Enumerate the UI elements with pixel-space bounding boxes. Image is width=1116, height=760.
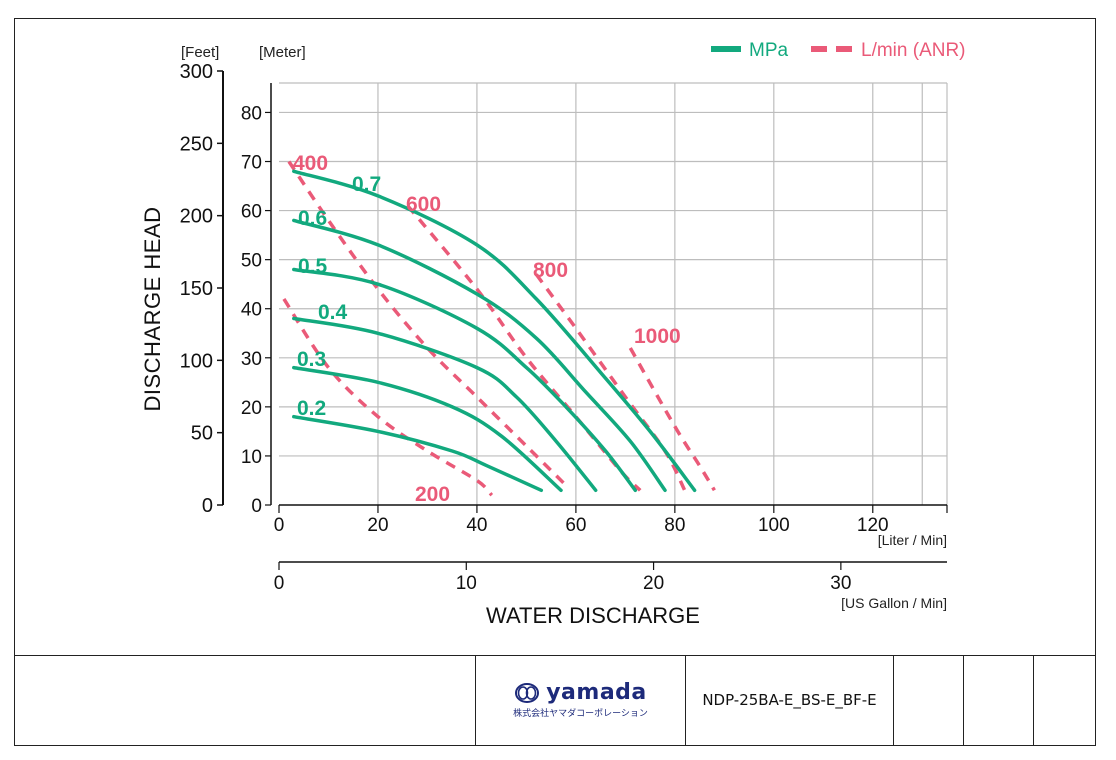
pressure-line-0.3 — [292, 365, 563, 493]
air-consumption-line-800 — [534, 273, 687, 492]
pressure-label-0.5: 0.5 — [298, 255, 328, 278]
title-block-empty-cell — [15, 656, 475, 745]
air-label-400: 400 — [293, 152, 328, 175]
liter-tick-label: 60 — [565, 515, 586, 536]
legend-lmin-label: L/min (ANR) — [861, 40, 966, 61]
air-label-1000: 1000 — [634, 325, 681, 348]
pressure-label-0.2: 0.2 — [297, 397, 326, 420]
brand-subtitle: 株式会社ヤマダコーポレーション — [513, 709, 648, 719]
document-number: NDP-25BA-E_BS-E_BF-E — [702, 690, 877, 709]
feet-tick-label: 200 — [180, 206, 213, 228]
feet-tick-label: 300 — [180, 61, 213, 83]
meter-tick-label: 40 — [241, 300, 262, 321]
pressure-line-0.2 — [292, 414, 544, 493]
meter-tick-label: 20 — [241, 398, 262, 419]
pump-performance-chart: 01020304050607080050100150200250300[Feet… — [140, 40, 966, 628]
liter-tick-label: 120 — [857, 515, 889, 536]
liter-tick-label: 40 — [466, 515, 487, 536]
meter-tick-label: 50 — [241, 251, 262, 272]
legend-mpa-label: MPa — [749, 40, 789, 61]
liter-unit-label: [Liter / Min] — [878, 532, 947, 548]
pressure-line-0.7 — [292, 169, 697, 493]
feet-tick-label: 250 — [180, 133, 213, 155]
gallon-unit-label: [US Gallon / Min] — [841, 595, 947, 611]
air-label-200: 200 — [415, 483, 450, 506]
air-consumption-line-200 — [282, 297, 494, 497]
feet-tick-label: 50 — [191, 423, 213, 445]
meter-tick-label: 10 — [241, 447, 262, 468]
liter-tick-label: 20 — [367, 515, 388, 536]
x-axis-title: WATER DISCHARGE — [486, 603, 700, 628]
liter-tick-label: 0 — [274, 515, 285, 536]
air-label-600: 600 — [406, 193, 441, 216]
chart-frame: 0 10 20 30 40 50 60 70 80 0 50 100 150 200 250 300 [Feet… — [14, 18, 1096, 746]
liter-tick-label: 80 — [664, 515, 685, 536]
air-label-800: 800 — [533, 259, 568, 282]
title-block-cell-b — [963, 656, 1033, 745]
pressure-label-0.3: 0.3 — [297, 348, 326, 371]
feet-tick-label: 0 — [202, 495, 213, 517]
liter-tick-label: 100 — [758, 515, 790, 536]
feet-tick-label: 100 — [180, 350, 213, 372]
title-block: yamada 株式会社ヤマダコーポレーション NDP-25BA-E_BS-E_B… — [14, 655, 1096, 746]
brand-name: yamada — [546, 680, 647, 705]
gallon-tick-label: 30 — [830, 573, 851, 594]
yamada-emblem-icon — [515, 683, 540, 703]
title-block-cell-c — [1033, 656, 1095, 745]
pressure-label-0.7: 0.7 — [352, 173, 381, 196]
pressure-label-0.6: 0.6 — [298, 207, 327, 230]
pressure-line-0.4 — [292, 316, 598, 493]
gallon-tick-label: 0 — [274, 573, 285, 594]
title-block-cell-a — [893, 656, 963, 745]
feet-unit-label: [Feet] — [181, 44, 219, 61]
meter-unit-label: [Meter] — [259, 44, 306, 61]
feet-tick-label: 150 — [180, 278, 213, 300]
y-axis-title: DISCHARGE HEAD — [140, 206, 165, 411]
meter-tick-label: 60 — [241, 202, 262, 223]
meter-tick-label: 0 — [251, 496, 262, 517]
pressure-label-0.4: 0.4 — [318, 301, 348, 324]
document-number-cell: NDP-25BA-E_BS-E_BF-E — [685, 656, 893, 745]
meter-tick-label: 30 — [241, 349, 262, 370]
meter-tick-label: 70 — [241, 153, 262, 174]
gallon-tick-label: 10 — [456, 573, 477, 594]
gallon-tick-label: 20 — [643, 573, 664, 594]
company-logo: yamada 株式会社ヤマダコーポレーション — [475, 656, 685, 745]
pressure-line-0.5 — [292, 267, 638, 493]
pressure-line-0.6 — [292, 218, 667, 493]
meter-tick-label: 80 — [241, 103, 262, 124]
air-consumption-line-1000 — [628, 347, 716, 492]
